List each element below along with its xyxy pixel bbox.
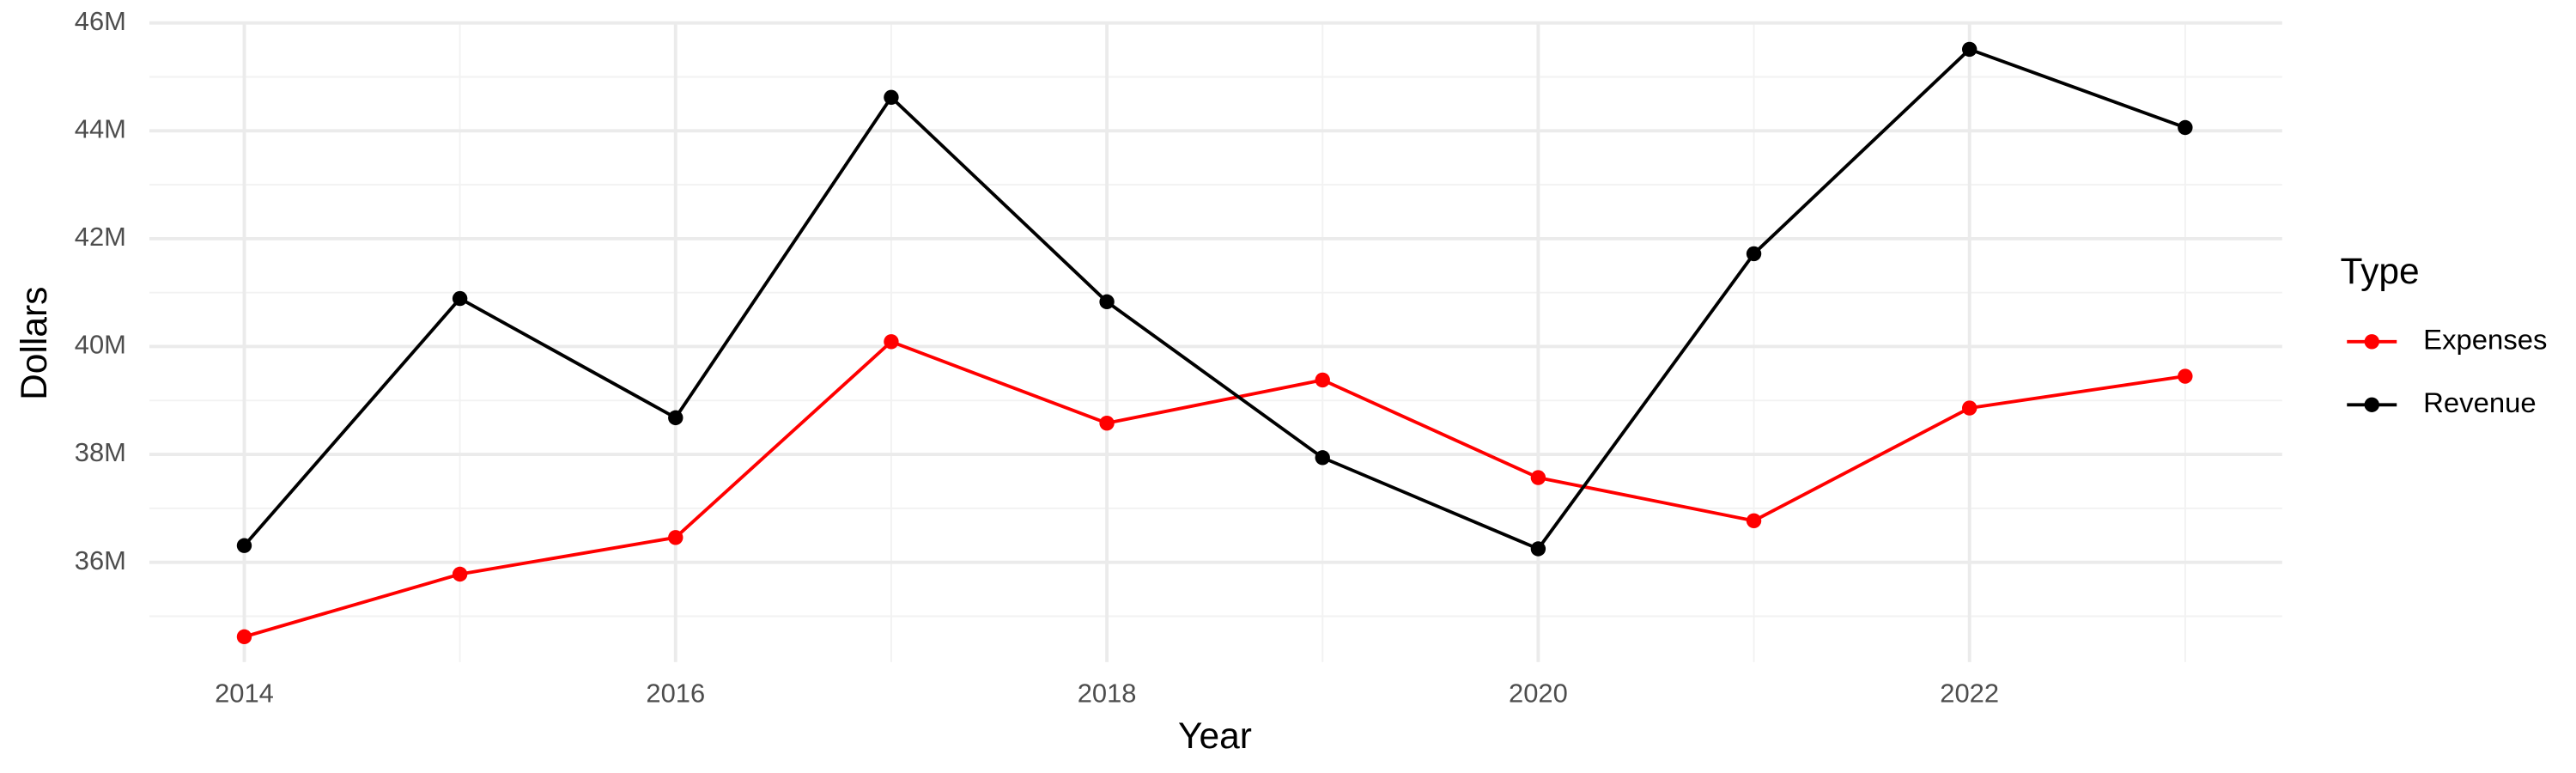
x-tick-label: 2022	[1940, 679, 1999, 709]
data-point	[2178, 119, 2193, 136]
x-tick-label: 2014	[215, 679, 274, 709]
data-point	[668, 410, 683, 426]
x-tick-label: 2018	[1078, 679, 1137, 709]
data-point	[1961, 400, 1978, 416]
y-tick-label: 40M	[75, 330, 126, 360]
legend-title: Type	[2341, 252, 2420, 292]
series-line	[243, 339, 2186, 639]
data-point	[1746, 513, 1762, 529]
y-tick-label: 38M	[75, 437, 126, 467]
data-point	[1099, 294, 1115, 310]
data-point	[2178, 368, 2193, 384]
data-point	[1746, 246, 1762, 262]
data-point	[884, 334, 899, 350]
data-point	[1315, 372, 1330, 388]
y-tick-label: 36M	[75, 545, 126, 575]
legend-marker	[2364, 334, 2379, 350]
data-point	[668, 530, 683, 545]
y-tick-label: 44M	[75, 113, 126, 143]
legend-label: Revenue	[2423, 386, 2537, 418]
data-point	[452, 566, 468, 582]
legend-label: Expenses	[2423, 323, 2547, 355]
data-point	[1961, 41, 1978, 58]
x-tick-label: 2016	[646, 679, 705, 709]
data-point	[884, 89, 899, 106]
data-point	[236, 629, 252, 645]
data-point	[1315, 450, 1330, 466]
data-point	[452, 290, 468, 307]
y-axis-title: Dollars	[15, 287, 55, 400]
data-point	[1530, 541, 1546, 557]
legend-marker	[2364, 397, 2379, 412]
data-point	[1099, 415, 1115, 431]
x-axis-title: Year	[1178, 716, 1252, 757]
series-line	[243, 47, 2186, 551]
data-point	[1530, 470, 1546, 485]
y-tick-label: 42M	[75, 222, 126, 252]
data-point	[236, 538, 252, 553]
x-tick-label: 2020	[1509, 679, 1568, 709]
y-tick-label: 46M	[75, 6, 126, 36]
